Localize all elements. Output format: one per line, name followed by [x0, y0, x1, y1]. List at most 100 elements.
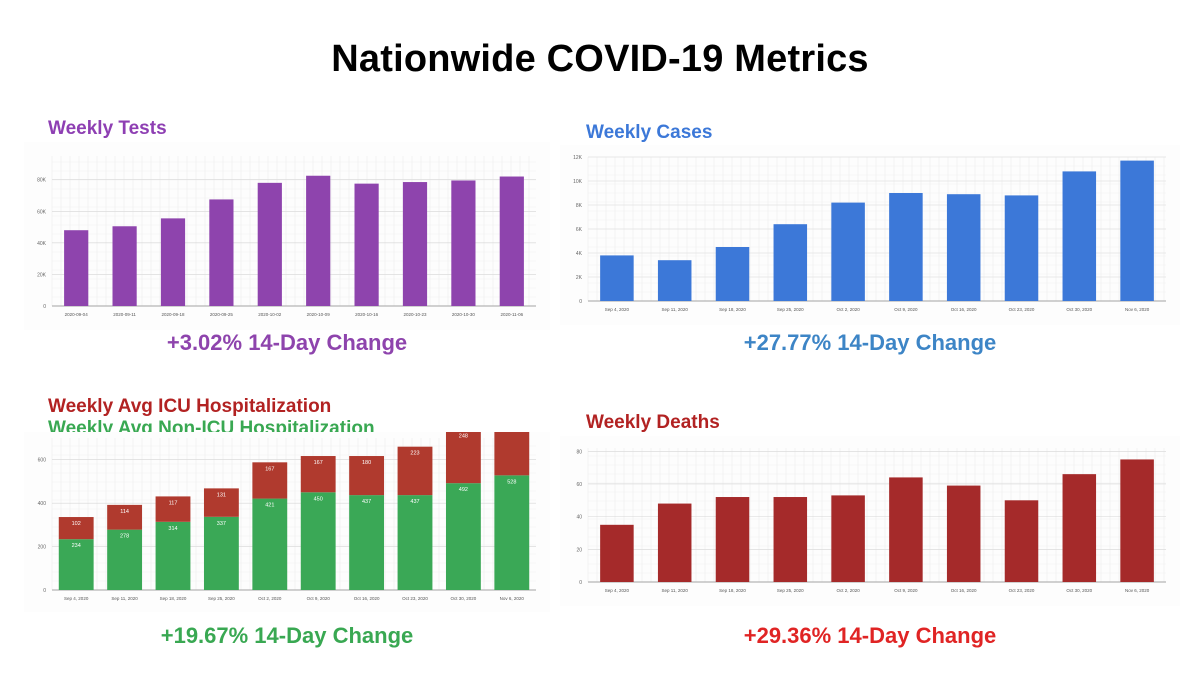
- x-tick-label: Oct 2, 2020: [836, 588, 860, 593]
- bar: [112, 226, 137, 306]
- bar: [1062, 171, 1097, 301]
- x-tick-label: Nov 6, 2020: [1125, 588, 1150, 593]
- bar: [354, 183, 379, 306]
- y-tick-label: 400: [38, 501, 47, 507]
- y-tick-label: 40K: [37, 241, 47, 247]
- bar-value-label: 180: [362, 460, 371, 466]
- bar: [257, 182, 282, 306]
- x-tick-label: Nov 6, 2020: [1125, 307, 1150, 312]
- tests-title: Weekly Tests: [48, 118, 167, 139]
- y-tick-label: 20K: [37, 272, 47, 278]
- bar-icu: [494, 432, 530, 476]
- bar: [657, 503, 692, 582]
- bar-value-label: 167: [265, 466, 274, 472]
- bar: [773, 497, 808, 582]
- x-tick-label: 2020-09-11: [113, 312, 136, 317]
- y-tick-label: 0: [43, 304, 46, 310]
- y-tick-label: 60K: [37, 209, 47, 215]
- bar: [1004, 195, 1039, 301]
- y-tick-label: 2K: [576, 275, 583, 281]
- bar: [160, 218, 186, 306]
- hosp-chart: 0 200 400 600 234 102 Sep 4, 2020 278 114 Sep 11,…: [24, 432, 550, 612]
- bar: [1120, 160, 1154, 301]
- bar-value-label: 314: [168, 526, 177, 532]
- bar-value-label: 437: [362, 499, 371, 505]
- bar-icu: [300, 456, 336, 493]
- y-tick-label: 0: [579, 580, 582, 586]
- deaths-chart: 0 20 40 60 80 Sep 4, 2020 Sep 11, 2020 Sep 18, …: [560, 436, 1180, 606]
- x-tick-label: Sep 11, 2020: [111, 596, 138, 601]
- bar-nonicu: [494, 475, 530, 590]
- x-tick-label: Sep 25, 2020: [777, 307, 804, 312]
- bar-value-label: 528: [507, 479, 516, 485]
- hosp-change: +19.67% 14-Day Change: [160, 623, 414, 648]
- bar: [831, 495, 865, 582]
- bar-nonicu: [252, 498, 288, 590]
- y-tick-label: 60: [576, 482, 582, 488]
- x-tick-label: Nov 6, 2020: [500, 596, 525, 601]
- x-tick-label: 2020-10-09: [307, 312, 331, 317]
- bar-value-label: 278: [120, 534, 129, 540]
- cases-change: +27.77% 14-Day Change: [743, 330, 997, 355]
- x-tick-label: 2020-10-30: [452, 312, 476, 317]
- bar-value-label: 337: [217, 521, 226, 527]
- page-title: Nationwide COVID-19 Metrics: [331, 38, 869, 80]
- tests-chart: 0 20K 40K 60K 80K 2020-09-04 2020-09-11 2020-09…: [24, 142, 550, 330]
- y-tick-label: 40: [576, 515, 582, 521]
- bar-nonicu: [155, 521, 191, 590]
- x-tick-label: 2020-09-18: [161, 312, 185, 317]
- bar: [1004, 500, 1039, 582]
- x-tick-label: Sep 11, 2020: [661, 588, 688, 593]
- x-tick-label: 2020-10-02: [258, 312, 282, 317]
- x-tick-label: Oct 23, 2020: [402, 596, 428, 601]
- x-tick-label: Sep 4, 2020: [605, 588, 630, 593]
- x-tick-label: Oct 30, 2020: [1066, 588, 1092, 593]
- x-tick-label: Oct 9, 2020: [894, 307, 918, 312]
- x-tick-label: Sep 4, 2020: [64, 596, 89, 601]
- x-tick-label: 2020-10-23: [403, 312, 427, 317]
- bar: [715, 497, 750, 582]
- x-tick-label: Sep 18, 2020: [719, 307, 746, 312]
- x-tick-label: Sep 4, 2020: [605, 307, 630, 312]
- bar-icu: [203, 488, 239, 517]
- x-tick-label: 2020-09-25: [210, 312, 234, 317]
- x-tick-label: 2020-09-04: [65, 312, 89, 317]
- bar: [209, 199, 234, 306]
- y-tick-label: 6K: [576, 227, 583, 233]
- bar: [889, 193, 923, 301]
- bar: [600, 255, 634, 301]
- y-tick-label: 8K: [576, 203, 583, 209]
- bar: [889, 477, 923, 582]
- y-tick-label: 80K: [37, 178, 47, 184]
- bar-value-label: 437: [410, 499, 419, 505]
- bar-value-label: 450: [314, 496, 323, 502]
- bar-value-label: 492: [459, 487, 468, 493]
- x-tick-label: Sep 18, 2020: [719, 588, 746, 593]
- x-tick-label: Oct 23, 2020: [1009, 307, 1035, 312]
- bar: [1120, 459, 1154, 582]
- bar-value-label: 248: [459, 433, 468, 439]
- x-tick-label: Sep 18, 2020: [160, 596, 187, 601]
- bar: [64, 230, 89, 306]
- y-tick-label: 0: [43, 588, 46, 594]
- bar-icu: [349, 456, 385, 496]
- x-tick-label: Oct 23, 2020: [1009, 588, 1035, 593]
- bar-icu: [445, 432, 481, 484]
- deaths-title: Weekly Deaths: [586, 412, 720, 433]
- bar: [600, 524, 634, 582]
- bar: [773, 224, 808, 301]
- x-tick-label: Oct 2, 2020: [836, 307, 860, 312]
- bar-nonicu: [203, 516, 239, 590]
- bar: [657, 260, 692, 301]
- bar: [831, 202, 865, 301]
- tests-change: +3.02% 14-Day Change: [166, 330, 408, 355]
- x-tick-label: Oct 16, 2020: [951, 307, 977, 312]
- x-tick-label: Oct 9, 2020: [307, 596, 331, 601]
- deaths-chart-svg: 0 20 40 60 80 Sep 4, 2020 Sep 11, 2020 Sep 18, …: [576, 448, 1166, 593]
- bar: [1062, 474, 1097, 582]
- bar: [946, 194, 981, 301]
- bar: [499, 176, 524, 306]
- x-tick-label: Sep 25, 2020: [208, 596, 235, 601]
- cases-title: Weekly Cases: [586, 122, 713, 143]
- bar-nonicu: [58, 539, 94, 590]
